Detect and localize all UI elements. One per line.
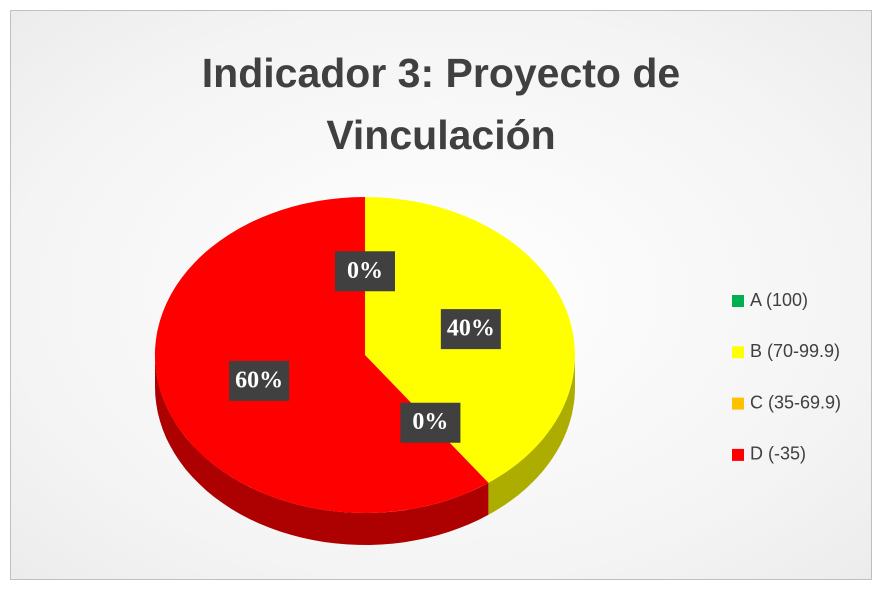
legend-label: C (35-69.9) (750, 392, 841, 412)
legend-swatch (732, 448, 744, 461)
chart-title: Indicador 3: Proyecto de Vinculación (201, 50, 681, 158)
data-label-box (229, 360, 290, 401)
data-label: 0% (347, 258, 383, 284)
data-label-box (400, 402, 461, 443)
data-label: 40% (447, 316, 495, 342)
slice-side (488, 355, 575, 515)
legend-swatch (732, 397, 744, 410)
legend-swatch (732, 346, 744, 359)
data-label: 0% (412, 409, 448, 435)
data-label: 60% (235, 367, 283, 393)
data-label-box (335, 251, 395, 292)
legend-swatch (732, 295, 744, 307)
legend-label: D (-35) (750, 444, 806, 464)
slice-side (155, 355, 489, 545)
legend-label: B (70-99.9) (750, 341, 840, 361)
data-label-box (440, 309, 501, 350)
legend-label: A (100) (750, 290, 808, 310)
